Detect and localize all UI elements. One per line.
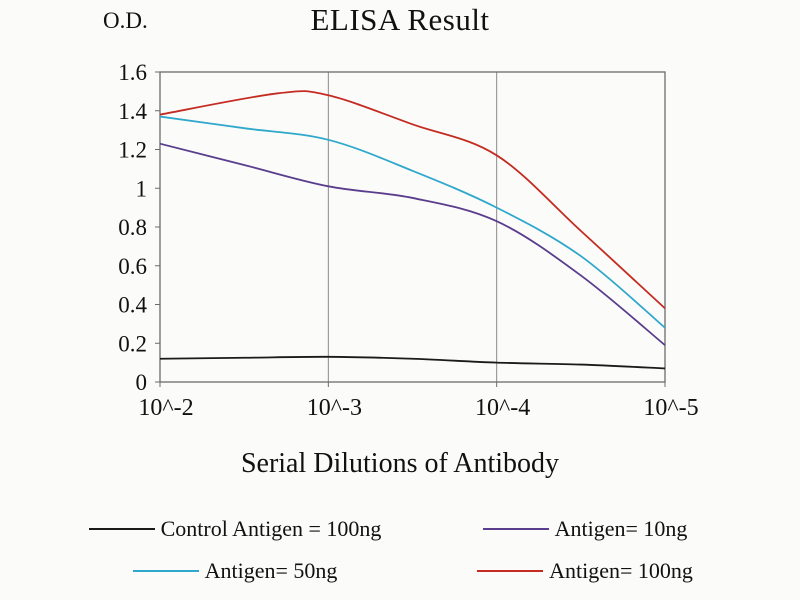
legend-item-antigen-10ng: Antigen= 10ng <box>410 516 760 542</box>
svg-text:0.8: 0.8 <box>118 215 147 240</box>
svg-text:0.4: 0.4 <box>118 293 147 318</box>
chart-legend: Control Antigen = 100ng Antigen= 10ng An… <box>60 516 760 584</box>
legend-line-swatch-control-antigen <box>88 528 155 530</box>
legend-line-swatch-antigen-100ng <box>477 570 544 572</box>
legend-label: Antigen= 10ng <box>554 516 688 541</box>
svg-text:1.2: 1.2 <box>118 138 147 163</box>
legend-label: Control Antigen = 100ng <box>160 516 382 541</box>
svg-text:10^-5: 10^-5 <box>643 395 698 420</box>
legend-item-control-antigen-100ng: Control Antigen = 100ng <box>60 516 410 542</box>
svg-text:10^-2: 10^-2 <box>138 395 193 420</box>
svg-text:1.6: 1.6 <box>118 60 147 85</box>
chart-title: ELISA Result <box>310 2 490 37</box>
legend-label: Antigen= 100ng <box>549 558 693 583</box>
svg-text:1.4: 1.4 <box>118 99 147 124</box>
legend-line-swatch-antigen-50ng <box>132 570 199 572</box>
legend-item-antigen-100ng: Antigen= 100ng <box>410 558 760 584</box>
legend-line-swatch-antigen-10ng <box>482 528 549 530</box>
svg-text:0.2: 0.2 <box>118 331 147 356</box>
legend-label: Antigen= 50ng <box>204 558 338 583</box>
svg-text:10^-4: 10^-4 <box>475 395 530 420</box>
svg-text:10^-3: 10^-3 <box>307 395 362 420</box>
svg-text:0: 0 <box>136 370 148 395</box>
x-axis-title: Serial Dilutions of Antibody <box>240 448 560 479</box>
legend-item-antigen-50ng: Antigen= 50ng <box>60 558 410 584</box>
svg-text:1: 1 <box>136 176 148 201</box>
y-axis-title: O.D. <box>103 8 148 33</box>
elisa-line-chart: 0 0.2 0.4 0.6 0.8 1 1.2 1.4 1.6 10^-2 10^-3 10^-4 10… <box>118 60 698 420</box>
svg-text:0.6: 0.6 <box>118 254 147 279</box>
